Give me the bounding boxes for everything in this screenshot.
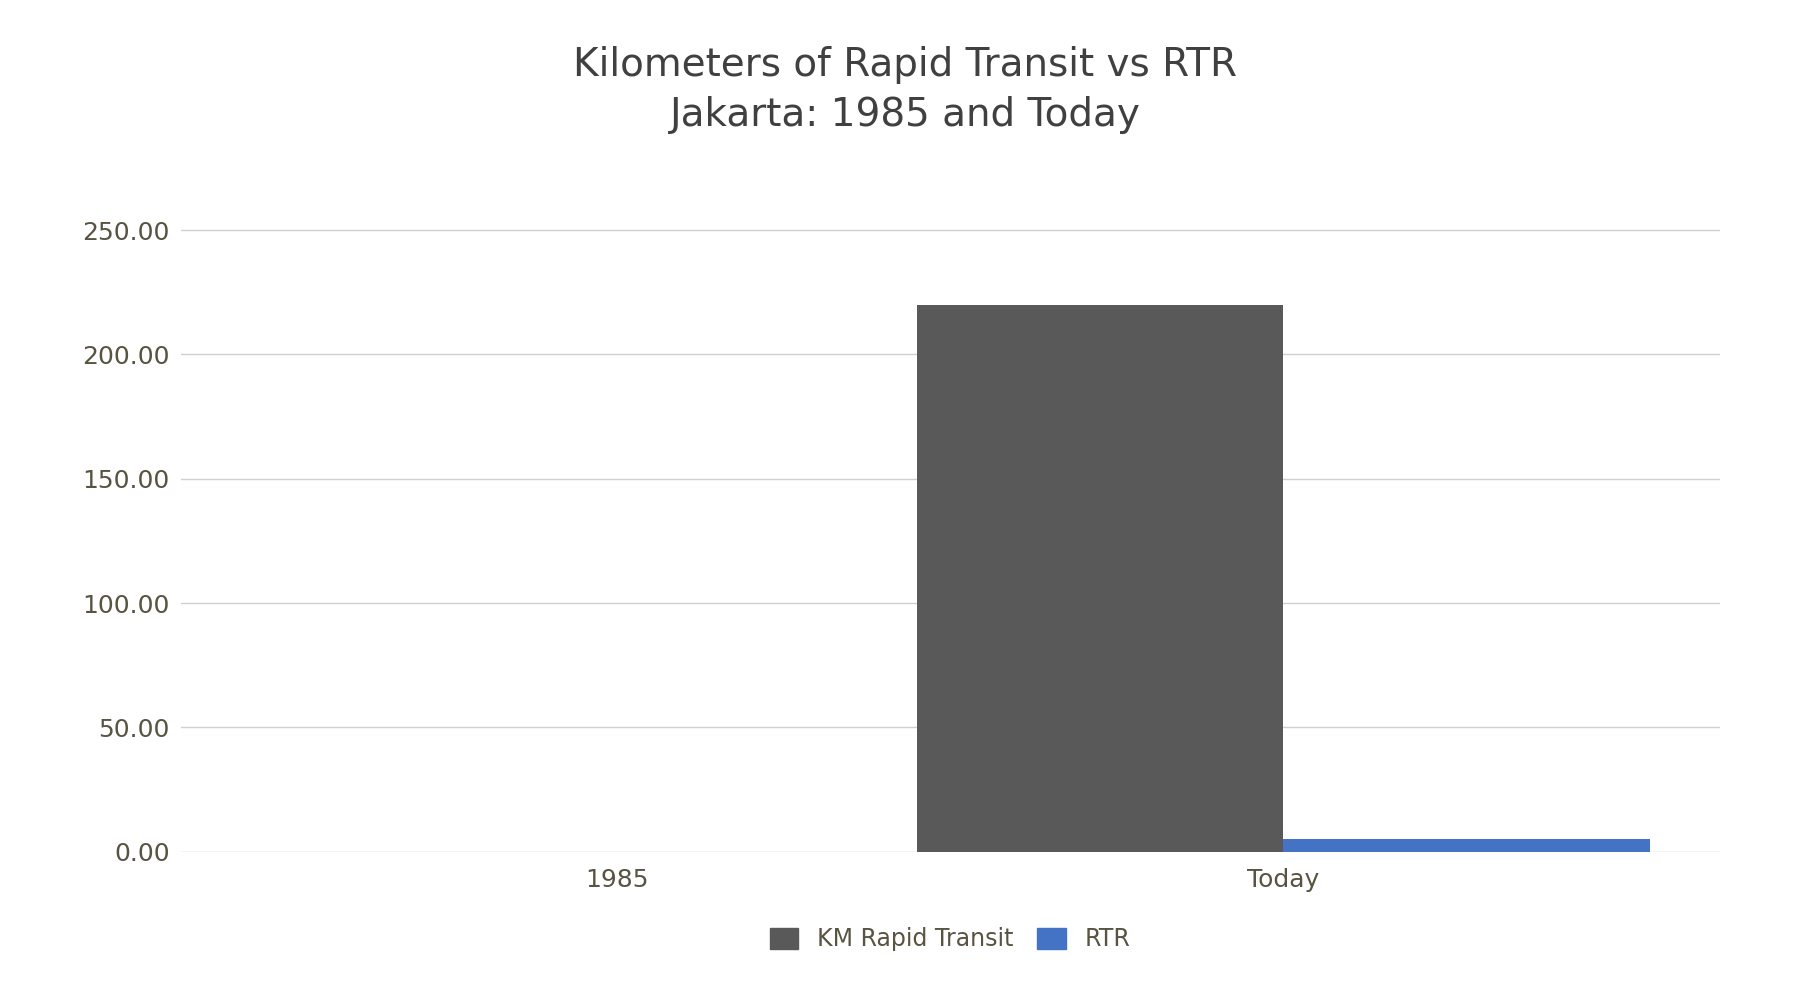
Bar (918, 305, 1283, 852)
Legend: KM Rapid Transit, RTR: KM Rapid Transit, RTR (760, 918, 1140, 961)
Bar (1283, 840, 1649, 852)
Text: Kilometers of Rapid Transit vs RTR
Jakarta: 1985 and Today: Kilometers of Rapid Transit vs RTR Jakar… (574, 46, 1236, 134)
